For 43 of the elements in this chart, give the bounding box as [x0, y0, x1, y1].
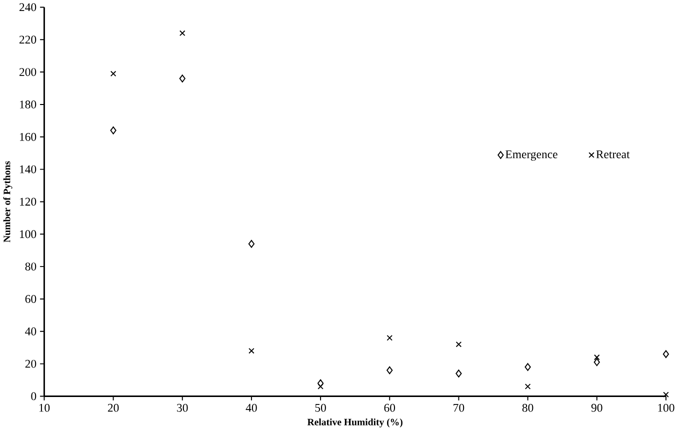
y-tick-label: 180: [20, 100, 36, 109]
point: [524, 384, 531, 390]
legend-label: Retreat: [596, 150, 630, 158]
point: [317, 380, 324, 388]
point: [110, 126, 116, 134]
x-tick-label: 10: [39, 404, 50, 412]
y-axis-title: Number of Pythons: [3, 161, 12, 242]
x-tick-label: 60: [384, 404, 396, 412]
point: [456, 342, 462, 348]
x-tick-label: 100: [658, 404, 674, 412]
point: [524, 363, 531, 372]
y-tick-label: 140: [20, 166, 36, 174]
legend-label: Emergence: [506, 150, 558, 161]
x-tick-label: 50: [315, 404, 326, 412]
x-tick-label: 20: [108, 404, 119, 412]
point: [248, 240, 255, 248]
point: [110, 70, 116, 77]
point: [456, 370, 462, 378]
x-tick-label: 40: [246, 404, 257, 412]
y-tick-label: 0: [31, 392, 36, 400]
point: [662, 350, 669, 358]
point: [386, 335, 393, 341]
point: [318, 384, 324, 390]
y-tick-label: 80: [25, 262, 36, 271]
point: [179, 74, 186, 83]
y-tick-label: 220: [20, 36, 36, 44]
y-tick-label: 20: [25, 360, 36, 368]
point: [386, 366, 393, 374]
y-tick-label: 100: [20, 230, 36, 238]
x-tick-label: 90: [591, 404, 602, 412]
x-tick-label: 30: [177, 404, 188, 412]
x-tick-label: 80: [522, 404, 534, 412]
y-tick-label: 60: [25, 295, 36, 304]
x-tick-label: 70: [454, 404, 464, 412]
y-tick-label: 160: [20, 133, 36, 142]
y-tick-label: 200: [20, 68, 36, 76]
point: [594, 358, 600, 366]
point: [248, 348, 254, 354]
y-tick-label: 120: [20, 198, 36, 206]
y-tick-label: 240: [20, 3, 36, 12]
x-axis-title: Relative Humidity (%): [307, 418, 402, 428]
y-tick-label: 40: [25, 328, 36, 336]
point: [179, 30, 186, 36]
